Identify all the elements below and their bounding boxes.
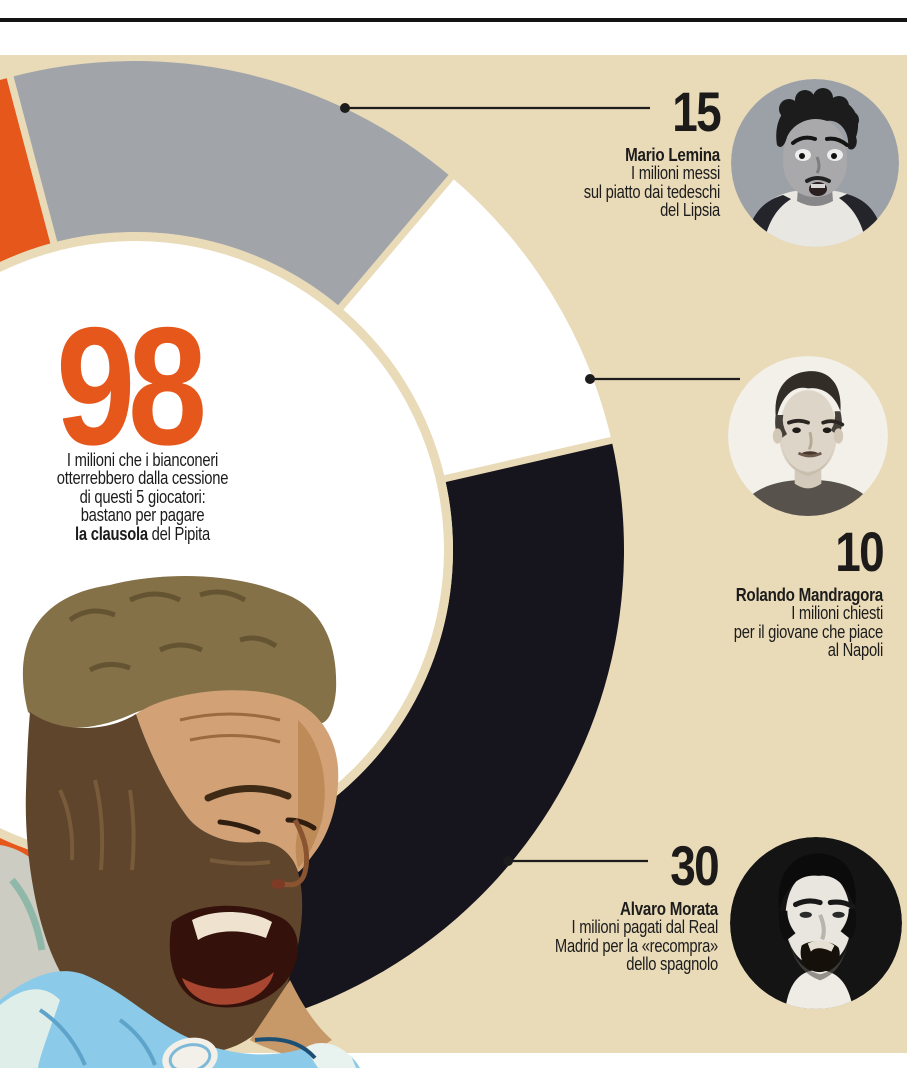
caption-line: I milioni che i bianconeri	[66, 450, 219, 470]
photo-lemina	[731, 79, 899, 247]
callout-mandragora-name: Rolando Mandragora	[735, 584, 884, 605]
donut-slice-lemina	[10, 61, 452, 308]
photo-morata	[730, 837, 902, 1009]
callout-lemina-value: 15	[672, 80, 721, 143]
slice-gap	[436, 436, 615, 484]
caption-rest: del Pipita	[147, 523, 211, 544]
callout-lemina-name: Mario Lemina	[625, 144, 720, 165]
callout-lemina-desc-line: del Lipsia	[660, 200, 720, 221]
callout-morata-value: 30	[670, 834, 719, 897]
caption-line: la clausola del Pipita	[34, 523, 251, 544]
callout-lemina-desc-line: sul piatto dai tedeschi	[583, 181, 721, 202]
caption-line: bastano per pagare	[80, 505, 205, 526]
callout-dot-mandragora	[585, 374, 595, 384]
callout-morata-name: Alvaro Morata	[620, 898, 718, 919]
higuain-photo	[0, 575, 360, 1068]
caption-line: di questi 5 giocatori:	[79, 486, 206, 507]
top-rule	[0, 18, 907, 22]
callout-mandragora-value: 10	[835, 520, 884, 583]
higuain-figure	[0, 575, 360, 1068]
callout-lemina: 15 Mario Lemina I milioni messi sul piat…	[499, 80, 722, 221]
lemina-face-illustration	[731, 79, 899, 247]
callout-dot-lemina	[340, 103, 350, 113]
donut-slice-mandragora	[340, 177, 612, 479]
morata-face-illustration	[730, 837, 902, 1009]
callout-morata-desc-line: I milioni pagati dal Real	[571, 917, 719, 937]
callout-mandragora: 10 Rolando Mandragora I milioni chiesti …	[645, 520, 885, 661]
callout-dot-morata	[503, 856, 513, 866]
callout-mandragora-desc-line: per il giovane che piace	[733, 621, 883, 642]
callout-morata-desc-line: dello spagnolo	[626, 954, 718, 975]
total-value: 98	[56, 292, 207, 480]
photo-mandragora	[728, 356, 888, 516]
callout-morata-desc-line: Madrid per la «recompra»	[554, 935, 718, 956]
callout-mandragora-desc-line: al Napoli	[827, 640, 883, 661]
callout-lemina-desc-line: I milioni messi	[631, 163, 720, 183]
callout-morata: 30 Alvaro Morata I milioni pagati dal Re…	[480, 834, 720, 975]
slice-gap	[6, 74, 60, 252]
callout-mandragora-desc-line: I milioni chiesti	[791, 603, 883, 623]
center-caption: I milioni che i bianconeri otterrebbero …	[34, 451, 251, 543]
slice-gap	[332, 173, 456, 316]
caption-line: otterrebbero dalla cessione	[56, 468, 229, 489]
caption-bold: la clausola	[75, 523, 148, 544]
mandragora-face-illustration	[728, 356, 888, 516]
